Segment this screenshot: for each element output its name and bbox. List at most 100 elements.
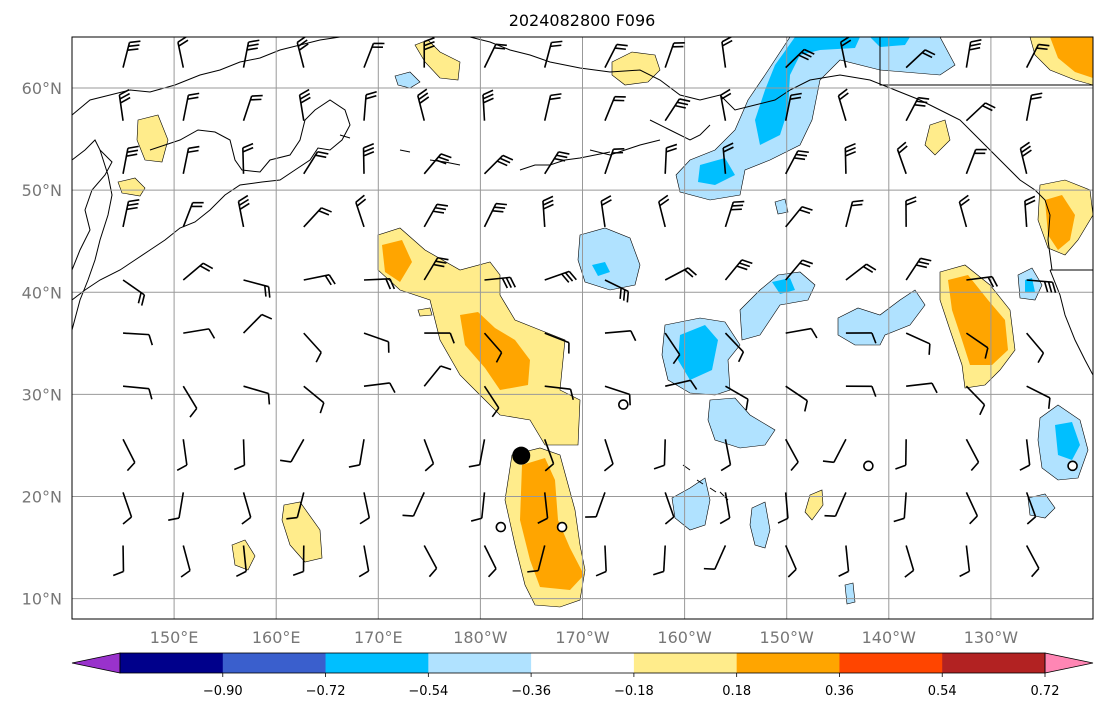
wind-barb	[905, 49, 936, 69]
wind-barb	[603, 439, 614, 472]
wind-barb	[785, 327, 818, 339]
wind-barb	[719, 88, 732, 121]
map-title: 2024082800 F096	[509, 11, 656, 30]
wind-barb	[483, 154, 514, 175]
wind-barb	[359, 492, 371, 525]
wind-barb	[544, 270, 577, 283]
wind-barb	[183, 328, 216, 339]
wind-barb	[483, 545, 497, 578]
wind-barb	[182, 145, 200, 174]
wind-barb	[1019, 141, 1032, 175]
wind-barb	[423, 153, 452, 175]
wind-barb	[182, 385, 198, 418]
wind-barb	[243, 385, 271, 405]
wind-barb	[665, 379, 698, 390]
wind-barb	[233, 439, 246, 471]
wind-barb	[483, 43, 507, 68]
colorbar-segment	[531, 653, 635, 673]
negative-region-east-1-core	[1055, 422, 1080, 460]
wind-barb	[724, 332, 745, 363]
wind-barb	[303, 332, 322, 363]
wind-barb	[719, 492, 731, 525]
lon-tick-label: 160°W	[657, 628, 712, 647]
wind-barb	[777, 492, 789, 524]
wind-barb	[112, 545, 125, 577]
wind-barb	[604, 43, 628, 68]
wind-barb	[784, 150, 809, 175]
wind-barb	[785, 205, 813, 228]
wind-barb	[423, 203, 449, 228]
wind-barb	[176, 439, 188, 472]
calm-circle	[1067, 460, 1078, 472]
wind-barb	[905, 332, 931, 355]
wind-barb	[303, 274, 336, 286]
wind-barb	[844, 142, 856, 174]
positive-region-sw-1	[281, 501, 323, 563]
wind-barb	[845, 199, 864, 228]
wind-barb	[416, 88, 430, 121]
positive-region-tiny	[417, 307, 433, 317]
wind-barb	[906, 382, 938, 394]
wind-barb	[653, 545, 666, 576]
map-panel	[71, 36, 1094, 620]
wind-barb	[896, 141, 908, 175]
station-markers	[495, 399, 1078, 533]
positive-region-south-core	[520, 458, 584, 590]
negative-region-small-1	[774, 198, 789, 215]
lat-tick-label: 20°N	[22, 487, 62, 506]
wind-barb	[585, 492, 606, 518]
wind-barb	[664, 98, 691, 122]
wind-barb	[423, 256, 449, 281]
wind-barb	[785, 48, 815, 69]
wind-barb	[236, 545, 247, 577]
wind-barb	[180, 545, 191, 578]
wind-barb	[824, 492, 847, 518]
wind-barb	[845, 263, 877, 281]
wind-barb	[905, 257, 932, 281]
coastline-na-west	[1049, 269, 1093, 376]
lat-tick-label: 40°N	[22, 283, 62, 302]
lon-tick-label: 160°E	[252, 628, 301, 647]
positive-region-kamchatka	[136, 114, 169, 163]
wind-barb	[363, 332, 390, 353]
wind-barb	[363, 278, 396, 290]
wind-barb	[722, 142, 734, 174]
wind-barb	[965, 332, 989, 359]
negative-region-hawaii	[671, 477, 711, 531]
colorbar-segment	[736, 653, 840, 673]
negative-region-mid-3-core	[772, 278, 795, 294]
wind-barb	[241, 492, 252, 525]
lat-tick-label: 10°N	[22, 590, 62, 609]
wind-barb	[303, 150, 329, 175]
lon-tick-labels: 150°E 160°E 170°E 180°W 170°W 160°W 150°W 140°W…	[150, 628, 1018, 647]
station-dot	[512, 446, 531, 465]
wind-barb	[543, 93, 562, 121]
colorbar-extend-high	[1044, 652, 1094, 674]
wind-barb	[168, 492, 185, 521]
lat-tick-labels: 60°N 50°N 40°N 30°N 20°N 10°N	[22, 79, 62, 609]
calm-circle	[618, 399, 629, 410]
wind-barb	[653, 439, 667, 470]
wind-barb	[724, 259, 753, 281]
positive-region-kamchatka-small	[117, 177, 146, 197]
wind-barb	[595, 545, 607, 577]
wind-barb	[958, 194, 970, 228]
lat-tick-label: 50°N	[22, 181, 62, 200]
wind-barb	[483, 332, 503, 363]
positive-region-central-core-2	[460, 312, 530, 390]
negative-region-mid-4	[837, 289, 926, 346]
colorbar-segment	[428, 653, 532, 673]
negative-region-mid-1	[577, 227, 641, 291]
wind-barb	[664, 267, 697, 281]
wind-barb	[423, 545, 438, 578]
wind-barb	[1026, 385, 1051, 409]
wind-barb	[122, 438, 136, 472]
wind-barb	[544, 332, 570, 354]
wind-barb	[1026, 279, 1057, 293]
wind-barb	[600, 195, 612, 228]
colorbar-tick-label: −0.18	[614, 684, 654, 699]
wind-barb	[604, 95, 626, 122]
wind-barb	[604, 148, 625, 175]
wind-barb	[242, 142, 254, 174]
coastline-siberia	[72, 37, 351, 301]
